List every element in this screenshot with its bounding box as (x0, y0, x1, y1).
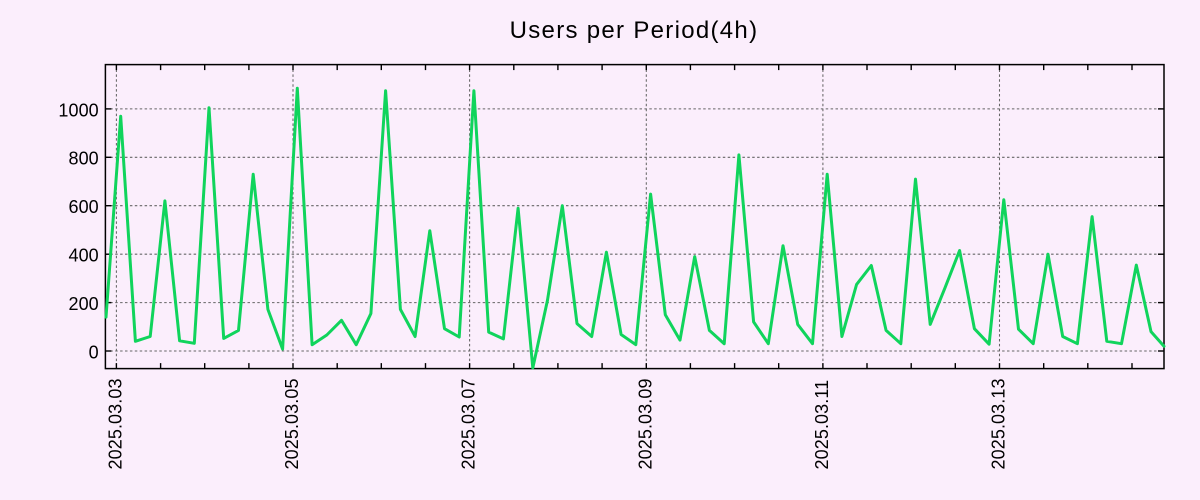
svg-text:2025.03.11: 2025.03.11 (812, 380, 832, 470)
svg-text:2025.03.07: 2025.03.07 (459, 378, 479, 469)
svg-text:0: 0 (89, 342, 99, 362)
svg-text:800: 800 (68, 149, 98, 169)
svg-text:2025.03.09: 2025.03.09 (635, 378, 655, 469)
svg-text:400: 400 (68, 246, 98, 266)
svg-text:1000: 1000 (58, 100, 98, 120)
svg-text:2025.03.03: 2025.03.03 (105, 378, 125, 469)
svg-text:200: 200 (68, 294, 98, 314)
svg-text:2025.03.05: 2025.03.05 (282, 378, 302, 469)
svg-text:600: 600 (68, 197, 98, 217)
svg-text:2025.03.13: 2025.03.13 (989, 378, 1009, 469)
svg-text:Users per Period(4h): Users per Period(4h) (510, 17, 759, 44)
